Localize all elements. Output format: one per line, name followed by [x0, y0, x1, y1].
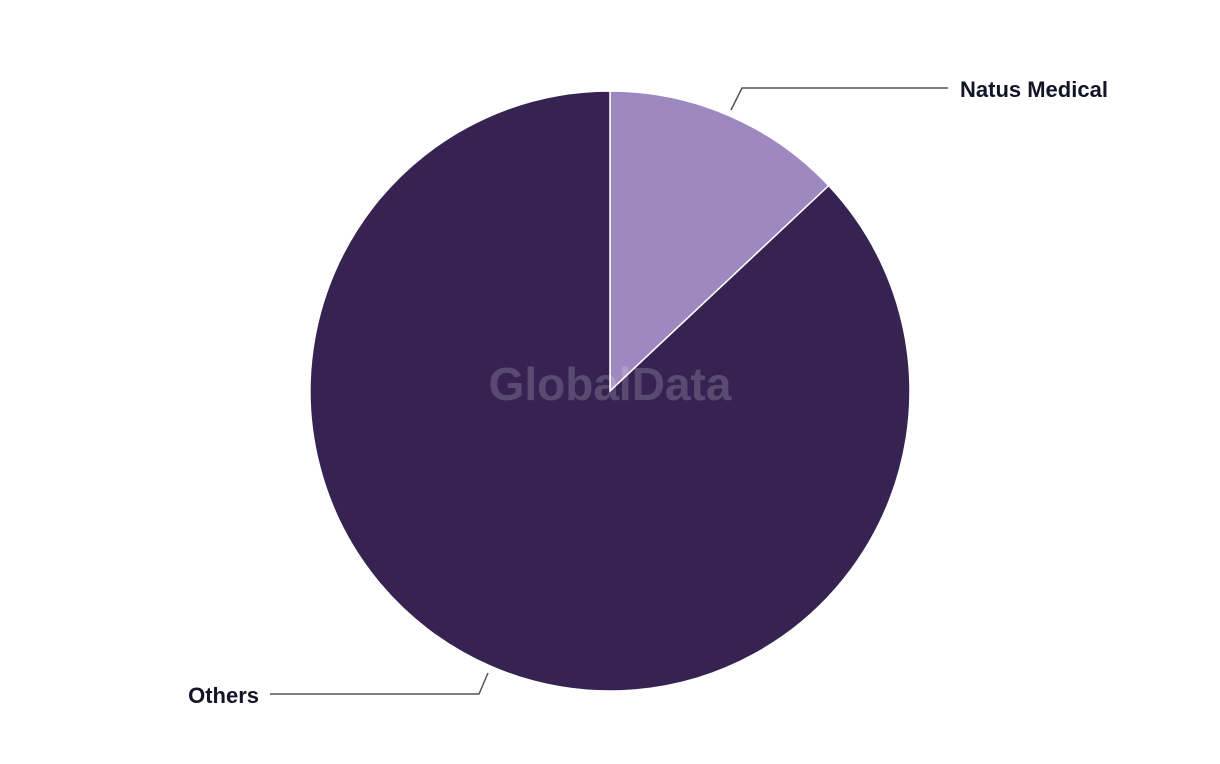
leader-line-others — [270, 672, 489, 695]
label-others: Others — [188, 683, 259, 708]
watermark: GlobalData — [489, 358, 732, 410]
pie-slice-natus-medical — [609, 90, 830, 393]
pie-slice-others — [309, 90, 911, 692]
label-natus-medical: Natus Medical — [960, 77, 1108, 102]
leader-line-natus-medical — [730, 87, 948, 111]
